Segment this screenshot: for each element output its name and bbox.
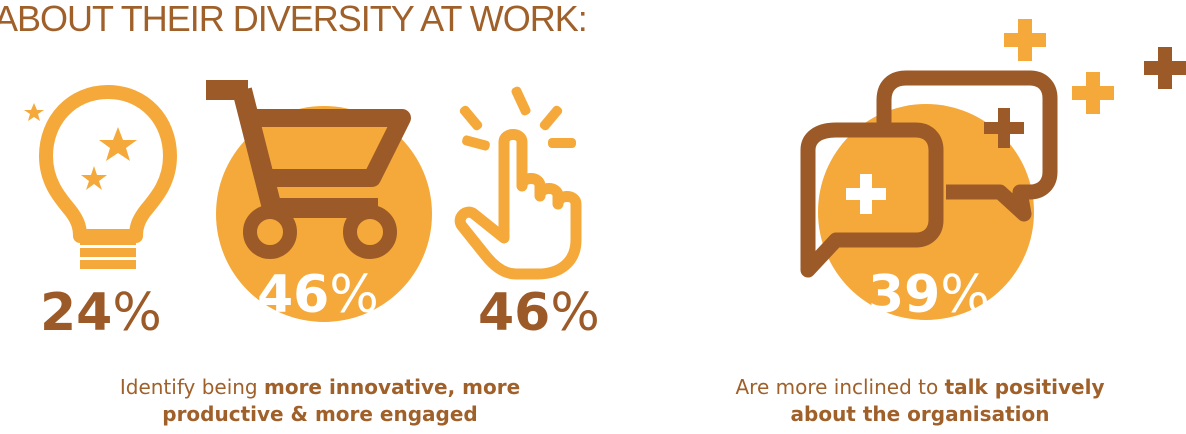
plus-icon — [1004, 19, 1046, 61]
stat-24-unit: % — [112, 283, 161, 343]
stat-46-hand-unit: % — [550, 283, 599, 343]
star-icon — [99, 127, 137, 161]
stat-46-hand-value: 46% — [478, 283, 600, 343]
caption-left-bold-2: productive & more engaged — [162, 402, 478, 426]
caption-left-bold-1: more innovative, more — [263, 375, 521, 399]
stat-39-value: 39% — [868, 265, 990, 325]
caption-right-bold-1: talk positively — [944, 375, 1105, 399]
caption-right: Are more inclined to talk positively abo… — [640, 374, 1186, 428]
caption-left: Identify being more innovative, more pro… — [40, 374, 600, 428]
plus-icon — [1144, 47, 1186, 89]
star-icon — [24, 103, 44, 121]
bubbles-circle — [818, 104, 1034, 320]
stat-24-value: 24% — [40, 283, 162, 343]
star-icon — [81, 166, 107, 190]
stat-46-hand-number: 46 — [478, 283, 550, 343]
plus-icon — [1072, 72, 1114, 114]
stat-46-cart-number: 46 — [257, 265, 329, 325]
pointing-hand-icon — [454, 86, 582, 280]
stat-24-number: 24 — [40, 283, 112, 343]
stat-46-cart-unit: % — [329, 265, 378, 325]
speech-bubbles-icon — [800, 70, 1058, 278]
stat-46-cart-value: 46% — [257, 265, 379, 325]
stat-39-unit: % — [940, 265, 989, 325]
lightbulb-icon — [24, 85, 177, 269]
headline: ABOUT THEIR DIVERSITY AT WORK: — [0, 0, 588, 39]
caption-left-plain: Identify being — [119, 375, 264, 399]
shopping-cart-icon — [206, 80, 411, 259]
caption-right-bold-2: about the organisation — [790, 402, 1050, 426]
stat-39-number: 39 — [868, 265, 940, 325]
caption-right-plain: Are more inclined to — [735, 375, 945, 399]
